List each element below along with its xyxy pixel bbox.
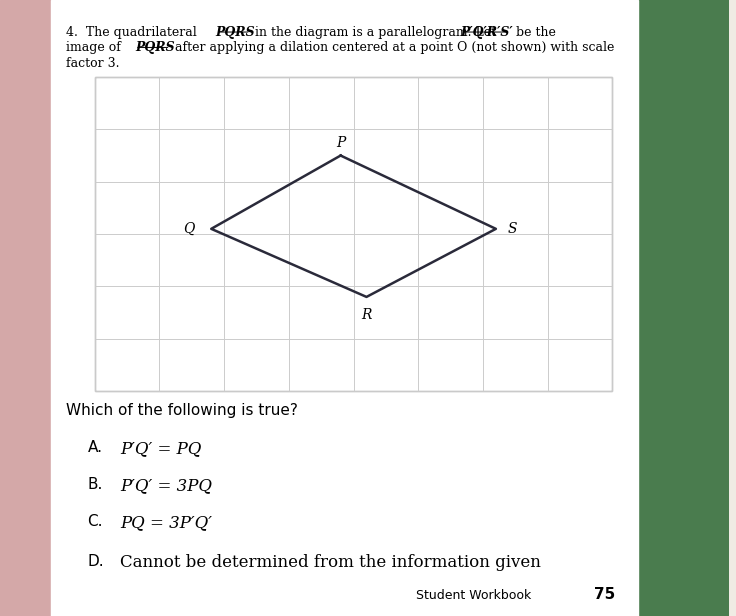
Text: P: P <box>336 136 345 150</box>
Text: S: S <box>508 222 517 236</box>
Text: 4.  The quadrilateral: 4. The quadrilateral <box>66 26 200 39</box>
Text: C.: C. <box>88 514 103 529</box>
Text: P′Q′R′S′: P′Q′R′S′ <box>461 26 513 39</box>
Text: A.: A. <box>88 440 102 455</box>
Text: R: R <box>361 308 372 322</box>
Text: be the: be the <box>512 26 556 39</box>
Text: factor 3.: factor 3. <box>66 57 119 70</box>
Text: Q: Q <box>183 222 195 236</box>
Text: PQRS: PQRS <box>216 26 255 39</box>
Text: 75: 75 <box>594 588 615 602</box>
Bar <box>638 0 729 616</box>
Bar <box>95 77 612 391</box>
Text: D.: D. <box>88 554 104 569</box>
Text: Which of the following is true?: Which of the following is true? <box>66 403 297 418</box>
Text: B.: B. <box>88 477 103 492</box>
Text: image of: image of <box>66 41 124 54</box>
Text: P′Q′ = PQ: P′Q′ = PQ <box>120 440 202 458</box>
Text: Cannot be determined from the information given: Cannot be determined from the informatio… <box>120 554 541 572</box>
Text: after applying a dilation centered at a point O (not shown) with scale: after applying a dilation centered at a … <box>171 41 615 54</box>
Bar <box>51 0 638 616</box>
Text: PQRS: PQRS <box>135 41 174 54</box>
Text: in the diagram is a parallelogram. Let: in the diagram is a parallelogram. Let <box>252 26 500 39</box>
Text: Student Workbook: Student Workbook <box>416 590 531 602</box>
Text: P′Q′ = 3PQ: P′Q′ = 3PQ <box>120 477 212 495</box>
Text: PQ = 3P′Q′: PQ = 3P′Q′ <box>120 514 212 532</box>
Bar <box>0 0 51 616</box>
